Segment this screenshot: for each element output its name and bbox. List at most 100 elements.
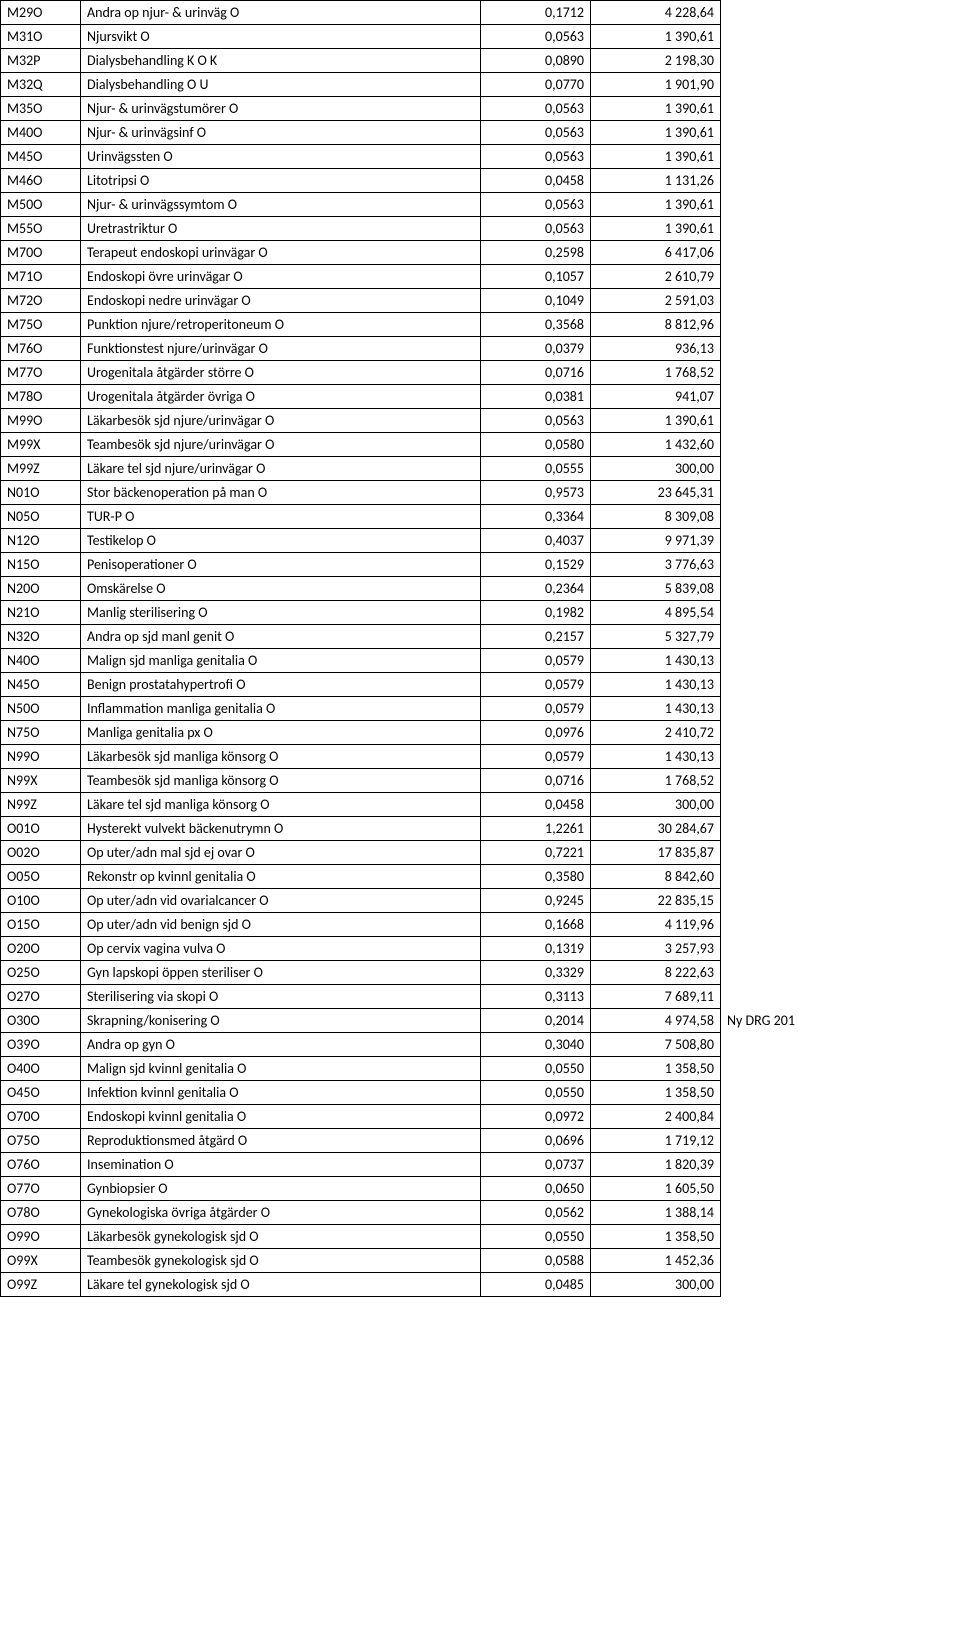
description-cell: Läkare tel sjd njure/urinvägar O bbox=[81, 457, 481, 481]
description-cell: Läkare tel gynekologisk sjd O bbox=[81, 1273, 481, 1297]
code-cell: M32P bbox=[1, 49, 81, 73]
note-cell bbox=[721, 625, 960, 649]
value2-cell: 1 430,13 bbox=[591, 649, 721, 673]
table-row: M46OLitotripsi O0,04581 131,26 bbox=[1, 169, 960, 193]
value2-cell: 1 768,52 bbox=[591, 361, 721, 385]
description-cell: Gynekologiska övriga åtgärder O bbox=[81, 1201, 481, 1225]
value1-cell: 0,0972 bbox=[481, 1105, 591, 1129]
table-row: M75OPunktion njure/retroperitoneum O0,35… bbox=[1, 313, 960, 337]
code-cell: N75O bbox=[1, 721, 81, 745]
table-row: N05OTUR-P O0,33648 309,08 bbox=[1, 505, 960, 529]
code-cell: O76O bbox=[1, 1153, 81, 1177]
value1-cell: 0,2014 bbox=[481, 1009, 591, 1033]
description-cell: Rekonstr op kvinnl genitalia O bbox=[81, 865, 481, 889]
note-cell bbox=[721, 745, 960, 769]
value2-cell: 4 119,96 bbox=[591, 913, 721, 937]
table-row: M35ONjur- & urinvägstumörer O0,05631 390… bbox=[1, 97, 960, 121]
description-cell: Njursvikt O bbox=[81, 25, 481, 49]
code-cell: M99Z bbox=[1, 457, 81, 481]
description-cell: Funktionstest njure/urinvägar O bbox=[81, 337, 481, 361]
value1-cell: 0,3568 bbox=[481, 313, 591, 337]
note-cell bbox=[721, 841, 960, 865]
note-cell bbox=[721, 529, 960, 553]
table-row: O25OGyn lapskopi öppen steriliser O0,332… bbox=[1, 961, 960, 985]
code-cell: M72O bbox=[1, 289, 81, 313]
table-row: O10OOp uter/adn vid ovarialcancer O0,924… bbox=[1, 889, 960, 913]
note-cell bbox=[721, 553, 960, 577]
value1-cell: 0,3040 bbox=[481, 1033, 591, 1057]
table-row: O75OReproduktionsmed åtgärd O0,06961 719… bbox=[1, 1129, 960, 1153]
description-cell: Dialysbehandling K O K bbox=[81, 49, 481, 73]
table-row: M31ONjursvikt O0,05631 390,61 bbox=[1, 25, 960, 49]
value1-cell: 0,0563 bbox=[481, 193, 591, 217]
value1-cell: 0,0580 bbox=[481, 433, 591, 457]
description-cell: Malign sjd kvinnl genitalia O bbox=[81, 1057, 481, 1081]
note-cell bbox=[721, 1129, 960, 1153]
description-cell: Hysterekt vulvekt bäckenutrymn O bbox=[81, 817, 481, 841]
note-cell bbox=[721, 793, 960, 817]
value2-cell: 2 400,84 bbox=[591, 1105, 721, 1129]
note-cell: Ny DRG 201 bbox=[721, 1009, 960, 1033]
table-row: O40OMalign sjd kvinnl genitalia O0,05501… bbox=[1, 1057, 960, 1081]
description-cell: Stor bäckenoperation på man O bbox=[81, 481, 481, 505]
code-cell: N05O bbox=[1, 505, 81, 529]
value1-cell: 0,3580 bbox=[481, 865, 591, 889]
value2-cell: 1 131,26 bbox=[591, 169, 721, 193]
value2-cell: 8 842,60 bbox=[591, 865, 721, 889]
description-cell: Reproduktionsmed åtgärd O bbox=[81, 1129, 481, 1153]
table-row: N45OBenign prostatahypertrofi O0,05791 4… bbox=[1, 673, 960, 697]
note-cell bbox=[721, 769, 960, 793]
value2-cell: 4 895,54 bbox=[591, 601, 721, 625]
code-cell: O25O bbox=[1, 961, 81, 985]
value2-cell: 1 432,60 bbox=[591, 433, 721, 457]
code-cell: N32O bbox=[1, 625, 81, 649]
note-cell bbox=[721, 361, 960, 385]
page: M29OAndra op njur- & urinväg O0,17124 22… bbox=[0, 0, 960, 1297]
note-cell bbox=[721, 865, 960, 889]
note-cell bbox=[721, 169, 960, 193]
table-row: N01OStor bäckenoperation på man O0,95732… bbox=[1, 481, 960, 505]
table-row: N40OMalign sjd manliga genitalia O0,0579… bbox=[1, 649, 960, 673]
code-cell: O45O bbox=[1, 1081, 81, 1105]
value2-cell: 1 605,50 bbox=[591, 1177, 721, 1201]
table-row: M70OTerapeut endoskopi urinvägar O0,2598… bbox=[1, 241, 960, 265]
note-cell bbox=[721, 241, 960, 265]
description-cell: Omskärelse O bbox=[81, 577, 481, 601]
code-cell: M50O bbox=[1, 193, 81, 217]
note-cell bbox=[721, 193, 960, 217]
note-cell bbox=[721, 601, 960, 625]
note-cell bbox=[721, 985, 960, 1009]
code-cell: O15O bbox=[1, 913, 81, 937]
code-cell: O78O bbox=[1, 1201, 81, 1225]
description-cell: Malign sjd manliga genitalia O bbox=[81, 649, 481, 673]
code-cell: M70O bbox=[1, 241, 81, 265]
table-row: M99ZLäkare tel sjd njure/urinvägar O0,05… bbox=[1, 457, 960, 481]
value1-cell: 0,0563 bbox=[481, 121, 591, 145]
description-cell: Skrapning/konisering O bbox=[81, 1009, 481, 1033]
value2-cell: 3 257,93 bbox=[591, 937, 721, 961]
note-cell bbox=[721, 961, 960, 985]
value2-cell: 1 358,50 bbox=[591, 1057, 721, 1081]
description-cell: Insemination O bbox=[81, 1153, 481, 1177]
value2-cell: 936,13 bbox=[591, 337, 721, 361]
note-cell bbox=[721, 889, 960, 913]
code-cell: M76O bbox=[1, 337, 81, 361]
description-cell: Andra op njur- & urinväg O bbox=[81, 1, 481, 25]
code-cell: O40O bbox=[1, 1057, 81, 1081]
value1-cell: 0,1049 bbox=[481, 289, 591, 313]
note-cell bbox=[721, 1153, 960, 1177]
code-cell: M29O bbox=[1, 1, 81, 25]
description-cell: Op uter/adn vid ovarialcancer O bbox=[81, 889, 481, 913]
table-row: N99XTeambesök sjd manliga könsorg O0,071… bbox=[1, 769, 960, 793]
code-cell: M55O bbox=[1, 217, 81, 241]
value1-cell: 0,3329 bbox=[481, 961, 591, 985]
value2-cell: 5 327,79 bbox=[591, 625, 721, 649]
note-cell bbox=[721, 1225, 960, 1249]
note-cell bbox=[721, 817, 960, 841]
value1-cell: 0,1319 bbox=[481, 937, 591, 961]
value1-cell: 0,1529 bbox=[481, 553, 591, 577]
table-row: M32QDialysbehandling O U0,07701 901,90 bbox=[1, 73, 960, 97]
table-row: M76OFunktionstest njure/urinvägar O0,037… bbox=[1, 337, 960, 361]
value1-cell: 0,0737 bbox=[481, 1153, 591, 1177]
table-row: O99ZLäkare tel gynekologisk sjd O0,04853… bbox=[1, 1273, 960, 1297]
